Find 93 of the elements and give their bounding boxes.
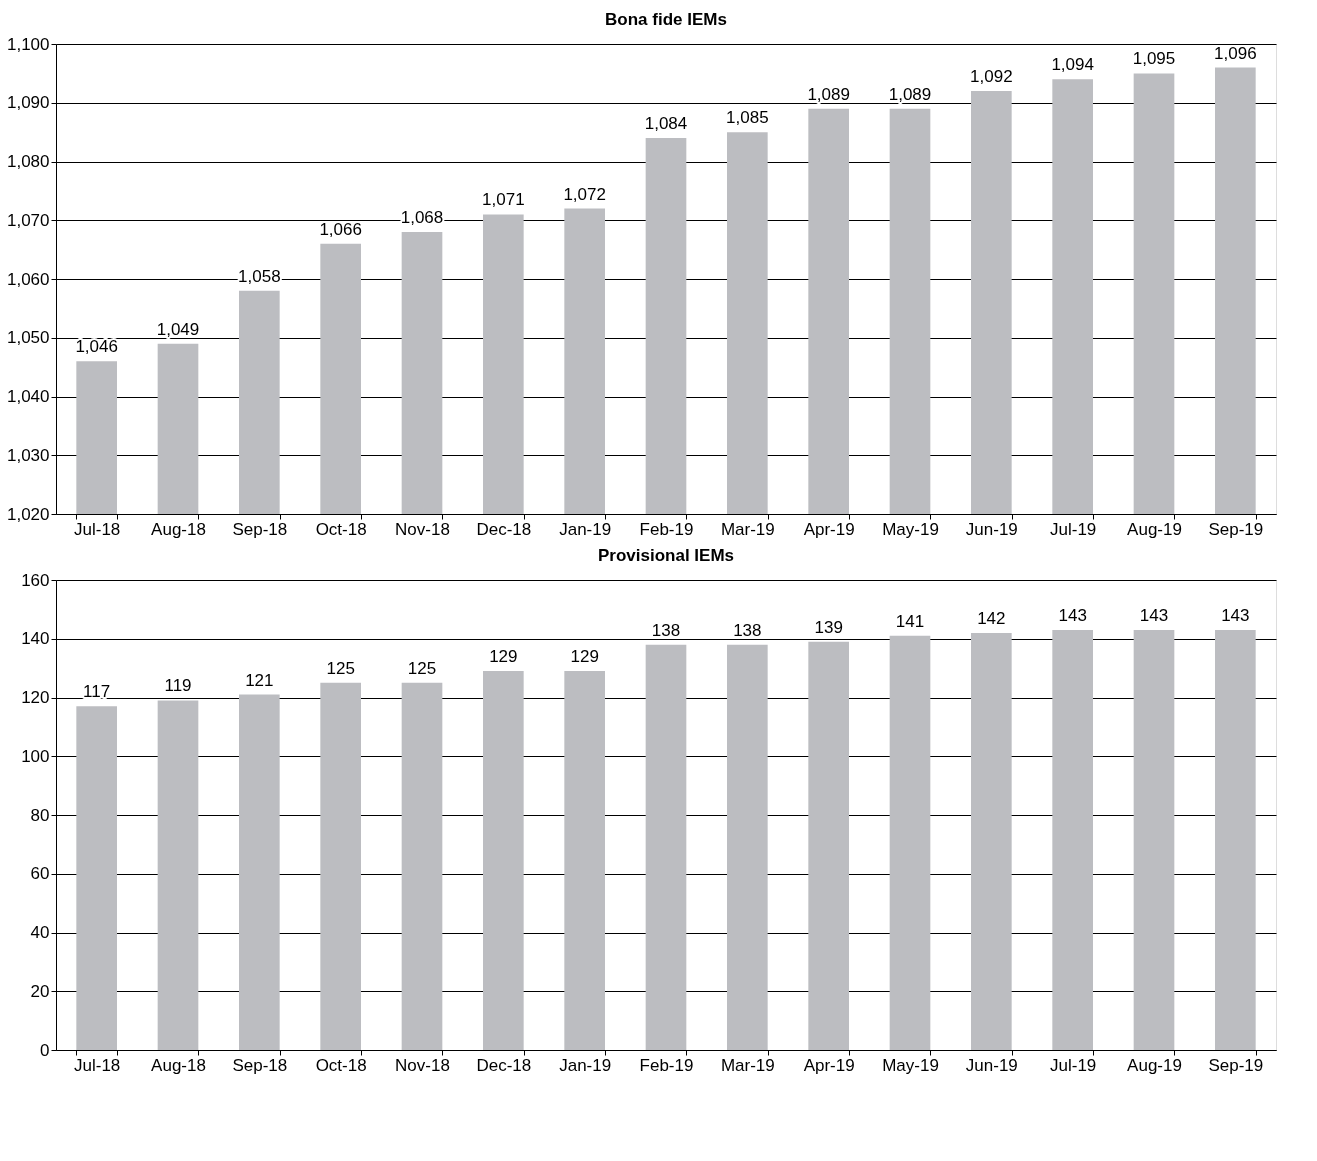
data-label: 1,089 xyxy=(807,84,850,104)
x-tick-label: Sep-18 xyxy=(232,1055,288,1075)
y-tick-label: 160 xyxy=(21,570,50,590)
x-tick-label: Jun-19 xyxy=(965,519,1018,539)
x-tick-label: Sep-19 xyxy=(1208,519,1264,539)
bar xyxy=(401,682,443,1050)
data-label: 1,085 xyxy=(726,108,769,128)
x-tick-label: Jul-18 xyxy=(74,1055,121,1075)
bar xyxy=(564,671,605,1050)
x-tick-label: Jun-19 xyxy=(965,1055,1018,1075)
x-tick-label: Dec-18 xyxy=(476,519,532,539)
y-tick-label: 80 xyxy=(30,805,50,825)
data-label: 121 xyxy=(245,670,274,690)
data-label: 1,096 xyxy=(1214,43,1257,63)
bar xyxy=(76,706,117,1050)
x-tick-label: Dec-18 xyxy=(476,1055,532,1075)
bar xyxy=(320,682,361,1050)
bar xyxy=(483,671,524,1050)
data-label: 143 xyxy=(1139,605,1169,625)
y-tick-label: 1,020 xyxy=(6,504,50,524)
x-tick-label: Aug-18 xyxy=(151,1055,206,1075)
x-tick-label: Feb-19 xyxy=(639,519,694,539)
y-tick-label: 1,070 xyxy=(6,210,50,230)
data-label: 129 xyxy=(570,647,599,667)
x-tick-label: Apr-19 xyxy=(803,519,855,539)
data-label: 143 xyxy=(1058,605,1087,625)
x-tick-label: Sep-18 xyxy=(232,519,288,539)
x-tick-label: Aug-18 xyxy=(151,519,206,539)
bar xyxy=(889,635,931,1050)
y-tick-label: 1,080 xyxy=(6,152,50,171)
data-label: 142 xyxy=(977,608,1006,628)
y-tick-label: 1,050 xyxy=(6,328,50,348)
x-tick-label: Jul-19 xyxy=(1050,1055,1097,1075)
bar xyxy=(971,632,1012,1050)
data-label: 141 xyxy=(895,611,925,631)
x-tick-label: Oct-18 xyxy=(315,519,367,539)
bar xyxy=(157,700,199,1050)
bar xyxy=(727,644,768,1050)
x-tick-label: Feb-19 xyxy=(639,1055,694,1075)
y-tick-label: 120 xyxy=(21,688,50,707)
data-label: 143 xyxy=(1221,605,1250,625)
x-tick-label: Jul-18 xyxy=(74,519,121,539)
data-label: 125 xyxy=(326,658,355,678)
x-tick-label: Jan-19 xyxy=(559,519,612,539)
bar xyxy=(808,641,849,1050)
data-label: 138 xyxy=(733,620,762,640)
x-tick-label: Aug-19 xyxy=(1127,1055,1182,1075)
data-label: 117 xyxy=(83,682,111,702)
data-label: 1,094 xyxy=(1051,55,1094,75)
x-tick-label: Aug-19 xyxy=(1127,519,1182,539)
x-tick-label: Jan-19 xyxy=(559,1055,612,1075)
x-tick-label: Sep-19 xyxy=(1208,1055,1264,1075)
bar xyxy=(1215,629,1256,1050)
bar xyxy=(1133,629,1175,1050)
x-tick-label: Apr-19 xyxy=(803,1055,855,1075)
data-label: 129 xyxy=(489,647,518,667)
bar xyxy=(1052,629,1093,1050)
x-tick-label: May-19 xyxy=(882,1055,939,1075)
y-tick-label: 60 xyxy=(30,864,50,884)
y-tick-label: 1,090 xyxy=(6,93,50,113)
x-tick-label: Mar-19 xyxy=(720,1055,775,1075)
y-tick-label: 20 xyxy=(30,981,50,1001)
y-tick-label: 100 xyxy=(21,746,50,766)
y-tick-label: 140 xyxy=(21,629,50,649)
x-tick-label: May-19 xyxy=(882,519,939,539)
y-tick-label: 0 xyxy=(40,1040,50,1060)
y-tick-label: 1,030 xyxy=(6,445,50,465)
data-label: 1,095 xyxy=(1132,49,1176,69)
data-label: 1,049 xyxy=(156,319,200,339)
x-tick-label: Mar-19 xyxy=(720,519,775,539)
data-label: 1,066 xyxy=(319,219,362,239)
data-label: 1,071 xyxy=(482,190,525,210)
y-tick-label: 40 xyxy=(30,923,50,942)
x-tick-label: Jul-19 xyxy=(1050,519,1097,539)
data-label: 1,084 xyxy=(644,114,688,133)
data-label: 1,092 xyxy=(970,67,1013,86)
data-label: 138 xyxy=(651,620,681,640)
y-tick-label: 1,060 xyxy=(6,269,50,289)
data-label: 1,089 xyxy=(888,84,932,104)
x-tick-label: Oct-18 xyxy=(315,1055,367,1075)
data-label: 119 xyxy=(164,676,192,696)
y-tick-label: 1,040 xyxy=(6,387,50,406)
bar xyxy=(239,694,280,1050)
data-label: 125 xyxy=(407,658,437,678)
chart-title: Provisional IEMs xyxy=(597,546,735,565)
bar xyxy=(645,644,687,1050)
chart-title: Bona fide IEMs xyxy=(605,10,727,29)
y-tick-label: 1,100 xyxy=(6,34,50,54)
x-tick-label: Nov-18 xyxy=(395,519,450,539)
data-label: 1,046 xyxy=(75,337,118,357)
x-tick-label: Nov-18 xyxy=(395,1055,450,1075)
data-label: 139 xyxy=(814,617,843,637)
data-label: 1,072 xyxy=(563,184,606,204)
